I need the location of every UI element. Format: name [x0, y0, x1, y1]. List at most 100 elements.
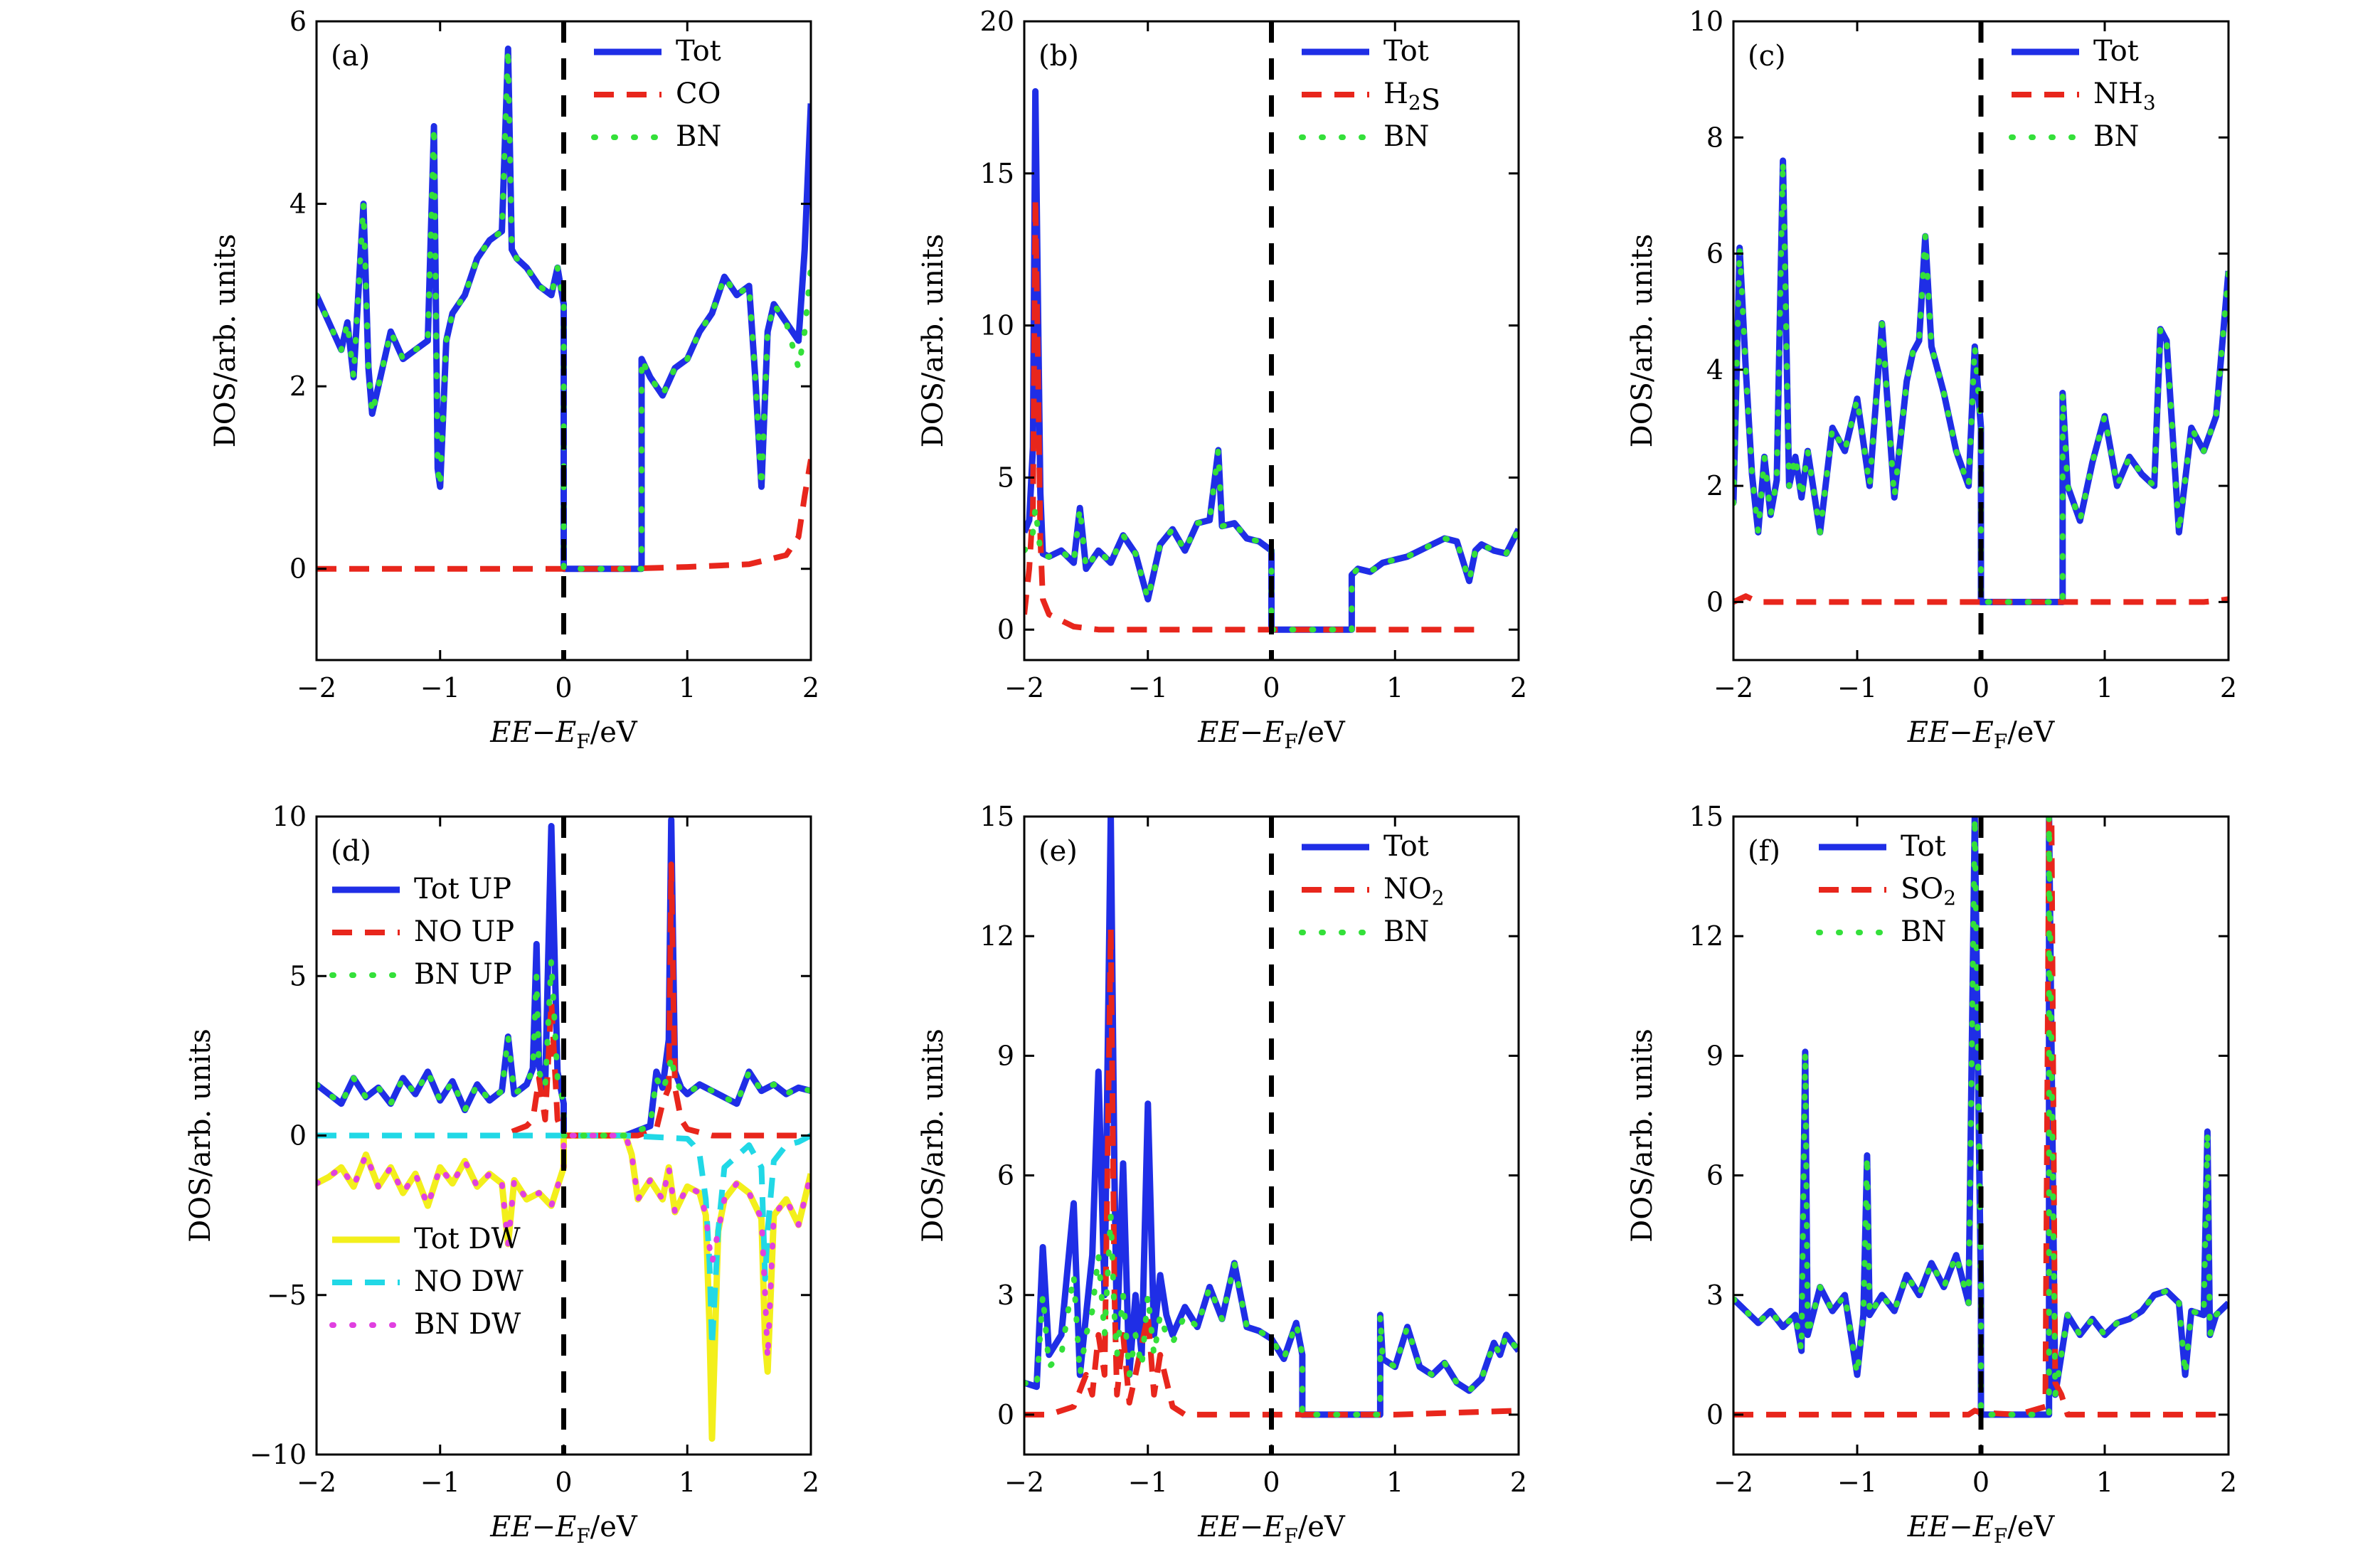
legend-label: SO2	[1901, 873, 1956, 910]
x-tick-label: 2	[2220, 1467, 2237, 1498]
legend-label: Tot	[1901, 830, 1946, 863]
x-tick-label: −2	[1004, 1467, 1044, 1498]
x-tick-label: 0	[1263, 1467, 1280, 1498]
series-line-no-dw	[317, 1132, 811, 1349]
series-line-bn	[1024, 447, 1519, 633]
y-tick-label: 3	[1706, 1280, 1723, 1311]
y-tick-label: −10	[250, 1439, 307, 1470]
series-line-co	[317, 459, 811, 572]
x-axis-label: EE−EF/eV	[489, 716, 638, 753]
panel-label: (e)	[1038, 835, 1078, 868]
y-tick-label: 2	[1706, 470, 1723, 501]
y-tick-label: 0	[289, 553, 307, 585]
x-tick-label: −1	[1128, 1467, 1168, 1498]
plot-area	[1024, 817, 1519, 1455]
x-tick-label: 2	[2220, 672, 2237, 703]
series-line-no2	[1024, 925, 1519, 1418]
plot-area	[1024, 21, 1519, 660]
y-axis-label: DOS/arb. units	[1626, 1028, 1659, 1243]
panel-label: (a)	[331, 40, 370, 73]
y-tick-label: 10	[272, 801, 307, 832]
series-line-tot-dw	[317, 1132, 811, 1442]
plot-area	[1733, 21, 2228, 660]
legend-label: BN	[2093, 120, 2139, 153]
plot-area	[317, 21, 811, 660]
y-tick-label: 15	[1689, 801, 1723, 832]
legend-label: BN	[1383, 120, 1429, 153]
x-tick-label: −2	[297, 1467, 336, 1498]
legend-label: H2S	[1383, 78, 1440, 117]
legend-label: CO	[676, 78, 721, 110]
legend-label: NO UP	[414, 915, 514, 948]
legend-label: BN UP	[414, 958, 512, 991]
y-tick-label: 6	[997, 1160, 1014, 1191]
legend-label: Tot	[1383, 35, 1429, 68]
y-tick-label: 9	[1706, 1040, 1723, 1071]
legend-label: Tot	[676, 35, 721, 68]
y-axis-label: DOS/arb. units	[917, 234, 950, 448]
legend-label: BN	[1383, 915, 1429, 948]
x-tick-label: 1	[1386, 672, 1403, 703]
y-tick-label: 8	[1706, 122, 1723, 153]
y-tick-label: 6	[1706, 238, 1723, 270]
y-axis-label: DOS/arb. units	[1626, 234, 1659, 448]
x-tick-label: −1	[1837, 672, 1877, 703]
series-line-bn	[1024, 1212, 1519, 1418]
y-tick-label: 10	[980, 310, 1014, 341]
y-tick-label: 12	[980, 920, 1014, 952]
x-tick-label: 1	[2096, 672, 2113, 703]
x-tick-label: 1	[679, 672, 696, 703]
chart-panel-3: −2 −1 0 1 2 0 2 4 6 8 10 EE−EF/eV DOS/arb. units (c) T…	[1626, 6, 2237, 753]
y-tick-label: 15	[980, 801, 1014, 832]
x-tick-label: 1	[679, 1467, 696, 1498]
x-axis-label: EE−EF/eV	[489, 1511, 638, 1547]
y-tick-label: 0	[997, 1399, 1014, 1430]
x-tick-label: 2	[1510, 1467, 1527, 1498]
x-tick-label: 2	[802, 1467, 819, 1498]
y-tick-label: 3	[997, 1280, 1014, 1311]
x-axis-label: EE−EF/eV	[1197, 716, 1346, 753]
series-line-h2s	[1024, 195, 1476, 633]
series-line-bn-up	[317, 957, 811, 1139]
legend: Tot NO2 BN	[1299, 830, 1445, 948]
series-line-bn	[1733, 817, 2228, 1418]
x-tick-label: 0	[1972, 672, 1989, 703]
x-tick-label: −1	[420, 1467, 460, 1498]
x-tick-label: 0	[555, 1467, 572, 1498]
y-tick-label: 12	[1689, 920, 1723, 952]
y-axis-label: DOS/arb. units	[184, 1028, 217, 1243]
series-line-bn	[317, 46, 811, 572]
legend: Tot UP NO UP BN UP Tot DW NO DW BN DW	[329, 873, 524, 1341]
x-tick-label: 0	[1263, 672, 1280, 703]
x-tick-label: 1	[2096, 1467, 2113, 1498]
y-tick-label: 0	[997, 614, 1014, 645]
x-tick-label: −2	[1714, 1467, 1753, 1498]
y-tick-label: −5	[267, 1280, 307, 1311]
y-tick-label: 20	[980, 6, 1014, 37]
panel-label: (f)	[1748, 835, 1780, 868]
x-axis-label: EE−EF/eV	[1907, 1511, 2056, 1547]
legend-label: NH3	[2093, 78, 2156, 115]
x-tick-label: 2	[802, 672, 819, 703]
y-tick-label: 5	[289, 960, 307, 992]
x-tick-label: 1	[1386, 1467, 1403, 1498]
x-tick-label: 2	[1510, 672, 1527, 703]
series-line-nh3	[1733, 593, 2228, 605]
legend-label: Tot DW	[414, 1223, 521, 1255]
x-tick-label: −2	[1714, 672, 1753, 703]
chart-panel-1: −2 −1 0 1 2 0 2 4 6 EE−EF/eV DOS/arb. units (a) Tot C…	[209, 6, 819, 753]
legend-label: Tot UP	[414, 873, 511, 905]
y-tick-label: 0	[1706, 586, 1723, 617]
legend-label: Tot	[2093, 35, 2139, 68]
legend-label: BN	[1901, 915, 1946, 948]
y-tick-label: 9	[997, 1040, 1014, 1071]
plot-area	[317, 817, 811, 1455]
panel-label: (d)	[331, 835, 371, 868]
series-line-so2	[1733, 817, 2228, 1418]
panel-label: (c)	[1748, 40, 1786, 73]
